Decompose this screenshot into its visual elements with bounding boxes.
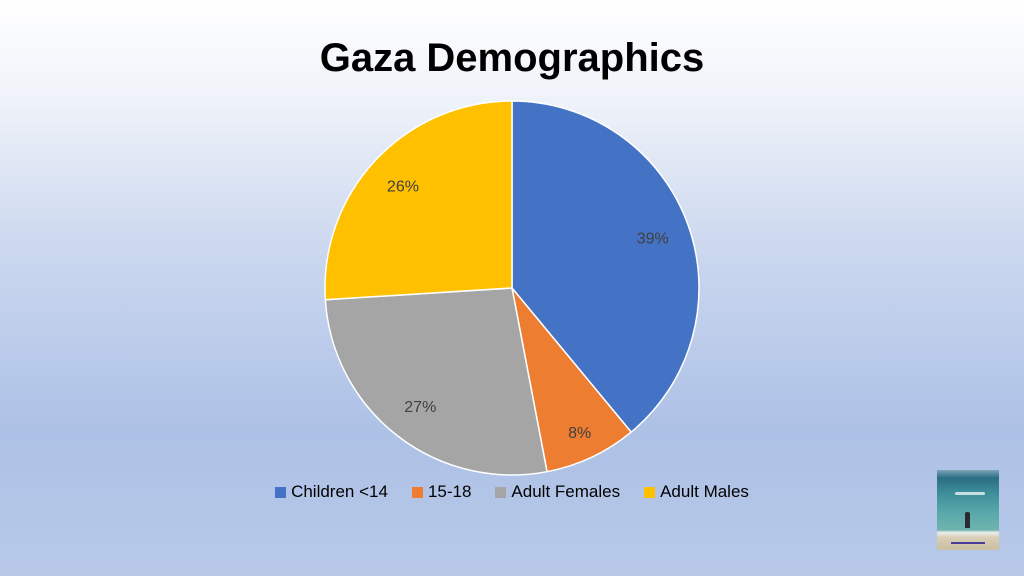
legend-label: Children <14 (291, 482, 388, 501)
data-label: 27% (404, 399, 436, 416)
legend: Children <14 15-18 Adult Females Adult Male… (0, 482, 1024, 502)
legend-label: 15-18 (427, 482, 472, 501)
person-figure (965, 512, 970, 528)
data-label: 39% (637, 230, 669, 247)
legend-item: 15-18 (411, 482, 472, 502)
pie-slice-children-14 (511, 100, 700, 434)
legend-swatch (495, 486, 507, 498)
beach-photo-thumbnail (937, 470, 999, 550)
legend-item: Adult Males (644, 482, 749, 502)
pie-slice-15-18 (511, 287, 633, 473)
legend-swatch (411, 486, 423, 498)
wave (955, 492, 985, 495)
chart-title: Gaza Demographics (319, 36, 705, 80)
legend-item: Adult Females (495, 482, 620, 502)
legend-label: Adult Females (511, 482, 621, 501)
data-label: 26% (387, 179, 419, 196)
pie-slice-adult-males (324, 100, 513, 301)
legend-label: Adult Males (660, 482, 749, 501)
pie-slice-adult-females (324, 287, 548, 476)
data-label: 8% (568, 425, 591, 442)
legend-swatch (275, 486, 287, 498)
legend-item: Children <14 (275, 482, 388, 502)
legend-swatch (644, 486, 656, 498)
photo-caption-mark (951, 542, 985, 544)
